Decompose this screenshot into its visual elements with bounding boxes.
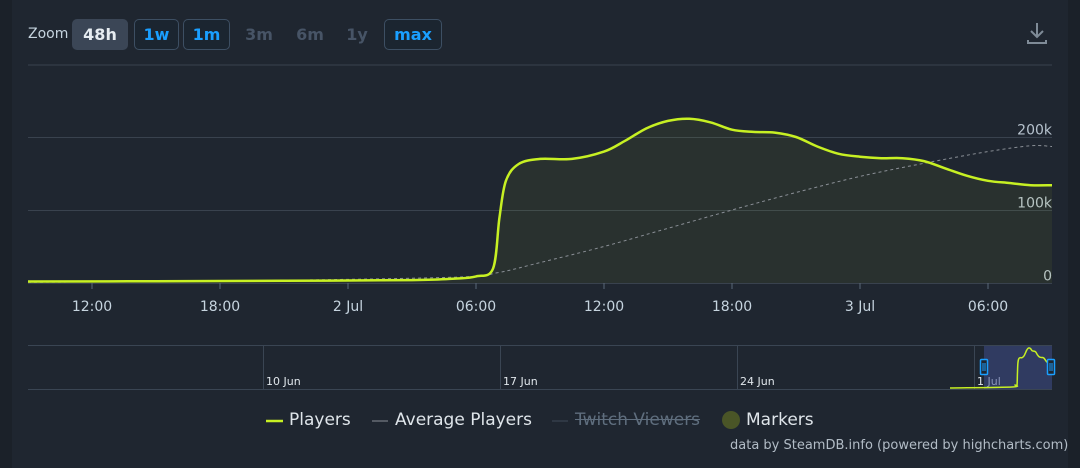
zoom-button-1m[interactable]: 1m	[183, 19, 230, 50]
x-tick-label: 18:00	[200, 299, 240, 315]
x-tick-label: 06:00	[456, 299, 496, 315]
x-tick-label: 3 Jul	[845, 299, 875, 315]
legend-players[interactable]: Players	[289, 410, 351, 430]
zoom-label: Zoom	[28, 26, 69, 42]
navigator-label: 24 Jun	[740, 375, 775, 388]
legend-swatch-markers	[722, 411, 740, 429]
navigator-right-handle	[1046, 358, 1056, 376]
x-tick-label: 06:00	[968, 299, 1008, 315]
zoom-button-3m: 3m	[245, 25, 273, 44]
legend-twitch-viewers[interactable]: Twitch Viewers	[575, 410, 701, 430]
zoom-button-48h[interactable]: 48h	[72, 19, 128, 50]
x-tick-label: 2 Jul	[333, 299, 363, 315]
players-line	[27, 117, 1053, 283]
legend-markers[interactable]: Markers	[746, 410, 814, 430]
x-tick-label: 12:00	[584, 299, 624, 315]
zoom-button-6m: 6m	[296, 25, 324, 44]
navigator-label: 10 Jun	[266, 375, 301, 388]
y-tick-label: 0	[1043, 269, 1052, 285]
legend-average-players[interactable]: Average Players	[395, 410, 532, 430]
zoom-button-max[interactable]: max	[384, 19, 442, 50]
navigator-series	[949, 347, 1053, 389]
download-icon[interactable]	[1024, 20, 1050, 46]
credits[interactable]: data by SteamDB.info (powered by highcha…	[730, 438, 1069, 453]
navigator-left-handle	[979, 358, 989, 376]
navigator-label: 17 Jun	[503, 375, 538, 388]
zoom-button-1w[interactable]: 1w	[134, 19, 179, 50]
y-tick-label: 200k	[1017, 123, 1053, 139]
zoom-button-1y: 1y	[346, 25, 368, 44]
x-tick-label: 18:00	[712, 299, 752, 315]
x-tick-label: 12:00	[72, 299, 112, 315]
players-area	[28, 118, 1052, 283]
y-tick-label: 100k	[1017, 196, 1053, 212]
